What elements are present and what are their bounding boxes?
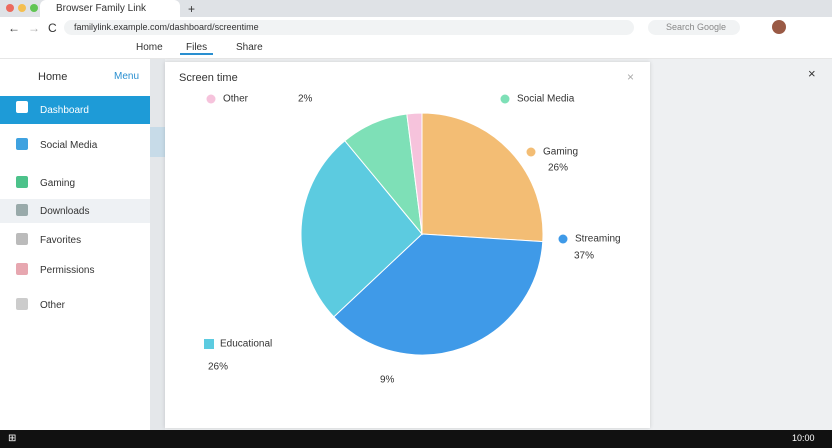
url: familylink.example.com/dashboard/screent… [74,22,259,32]
clock: 10:00 [792,433,815,443]
legend-swatch [526,147,536,157]
avatar[interactable] [772,20,786,34]
sidebar-icon [16,298,28,310]
window-dot[interactable] [18,4,26,12]
window-dot[interactable] [30,4,38,12]
sidebar-icon [16,263,28,275]
sidebar-label: Downloads [40,206,90,217]
tab-title: Browser Family Link [56,3,147,14]
legend-swatch [558,234,568,244]
sidebar-item[interactable]: Downloads [0,199,150,223]
sidebar-label: Dashboard [40,105,89,116]
sidebar-label: Other [40,300,66,311]
reload-button[interactable]: C [48,21,57,35]
sidebar-icon [16,138,28,150]
active-tab[interactable]: Browser Family Link [40,0,180,17]
value-label: 26% [548,163,568,174]
sidebar-item[interactable]: Social Media [0,133,150,157]
sidebar-item[interactable]: Gaming [0,171,150,195]
legend-swatch [204,339,214,349]
sidebar-icon [16,233,28,245]
sidebar-label: Gaming [40,178,76,189]
sidebar-icon [16,176,28,188]
forward-button[interactable]: → [28,21,40,35]
new-tab[interactable]: + [188,2,196,16]
app-badge[interactable]: Menu [114,71,140,82]
sidebar: Home Menu Dashboard Social Media Gaming Dow… [0,59,150,430]
pie-slice [421,112,544,243]
scroll-thumb[interactable] [150,127,165,157]
sidebar-label: Permissions [40,265,95,276]
back-button[interactable]: ← [8,21,20,35]
value-label: 37% [574,251,594,262]
legend-label: Other [223,94,249,105]
scroll-gutter [150,59,165,430]
pie-slice [333,233,544,356]
pie-slice [406,112,423,235]
legend-label: Gaming [543,147,578,158]
toolbar-tab[interactable]: Files [180,42,214,55]
sidebar-item[interactable]: Permissions [0,258,150,282]
modal-title: Screen time [179,72,238,84]
pie-slice [300,140,423,318]
legend-swatch [206,94,216,104]
taskbar: ⊞ 10:00 [0,430,832,448]
sidebar-label: Social Media [40,140,98,151]
toolbar: Home Files Share [0,38,832,59]
sidebar-icon [16,101,28,113]
tab-bar: Browser Family Link + [0,0,832,17]
value-label: 9% [380,375,395,386]
sidebar-label: Favorites [40,235,82,246]
sidebar-item[interactable]: Other [0,293,150,317]
app-name: Home [38,71,68,83]
value-label: 2% [298,94,313,105]
sidebar-item[interactable]: Favorites [0,228,150,252]
legend-label: Social Media [517,94,575,105]
search-field[interactable]: Search Google [648,20,740,35]
close-panel[interactable]: × [808,66,816,81]
toolbar-tab[interactable]: Share [236,42,263,53]
start-button[interactable]: ⊞ [8,433,17,444]
modal-close[interactable]: × [627,70,635,84]
sidebar-icon [16,204,28,216]
window-dot[interactable] [6,4,14,12]
value-label: 26% [208,362,228,373]
url-field[interactable]: familylink.example.com/dashboard/screent… [64,20,634,35]
legend-label: Educational [220,339,272,350]
toolbar-tab[interactable]: Home [136,42,163,53]
sidebar-item[interactable]: Dashboard [0,96,150,124]
address-bar: ← → C familylink.example.com/dashboard/s… [0,17,832,39]
legend-swatch [500,94,510,104]
search-placeholder: Search Google [666,22,727,32]
legend-label: Streaming [575,234,621,245]
